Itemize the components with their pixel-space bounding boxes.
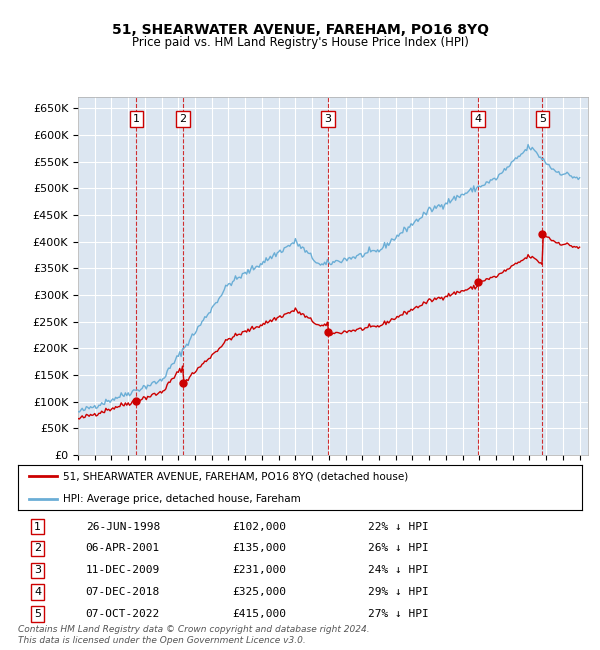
Text: 07-OCT-2022: 07-OCT-2022 [86, 609, 160, 619]
Text: 11-DEC-2009: 11-DEC-2009 [86, 566, 160, 575]
Text: 5: 5 [539, 114, 546, 124]
Text: 24% ↓ HPI: 24% ↓ HPI [368, 566, 428, 575]
Text: £325,000: £325,000 [232, 587, 286, 597]
Text: 27% ↓ HPI: 27% ↓ HPI [368, 609, 428, 619]
Text: 51, SHEARWATER AVENUE, FAREHAM, PO16 8YQ: 51, SHEARWATER AVENUE, FAREHAM, PO16 8YQ [112, 23, 488, 37]
Text: 2: 2 [179, 114, 187, 124]
Text: 06-APR-2001: 06-APR-2001 [86, 543, 160, 554]
Text: 4: 4 [475, 114, 482, 124]
Text: Contains HM Land Registry data © Crown copyright and database right 2024.
This d: Contains HM Land Registry data © Crown c… [18, 625, 370, 645]
Text: 5: 5 [34, 609, 41, 619]
Text: 3: 3 [325, 114, 331, 124]
Text: 07-DEC-2018: 07-DEC-2018 [86, 587, 160, 597]
Text: 3: 3 [34, 566, 41, 575]
Text: 1: 1 [133, 114, 140, 124]
Text: 26-JUN-1998: 26-JUN-1998 [86, 521, 160, 532]
Text: HPI: Average price, detached house, Fareham: HPI: Average price, detached house, Fare… [63, 494, 301, 504]
Text: 1: 1 [34, 521, 41, 532]
Text: £135,000: £135,000 [232, 543, 286, 554]
Text: 29% ↓ HPI: 29% ↓ HPI [368, 587, 428, 597]
Text: £102,000: £102,000 [232, 521, 286, 532]
Text: 22% ↓ HPI: 22% ↓ HPI [368, 521, 428, 532]
Text: £415,000: £415,000 [232, 609, 286, 619]
Text: £231,000: £231,000 [232, 566, 286, 575]
Text: Price paid vs. HM Land Registry's House Price Index (HPI): Price paid vs. HM Land Registry's House … [131, 36, 469, 49]
Text: 2: 2 [34, 543, 41, 554]
Text: 51, SHEARWATER AVENUE, FAREHAM, PO16 8YQ (detached house): 51, SHEARWATER AVENUE, FAREHAM, PO16 8YQ… [63, 471, 409, 481]
Text: 26% ↓ HPI: 26% ↓ HPI [368, 543, 428, 554]
Text: 4: 4 [34, 587, 41, 597]
